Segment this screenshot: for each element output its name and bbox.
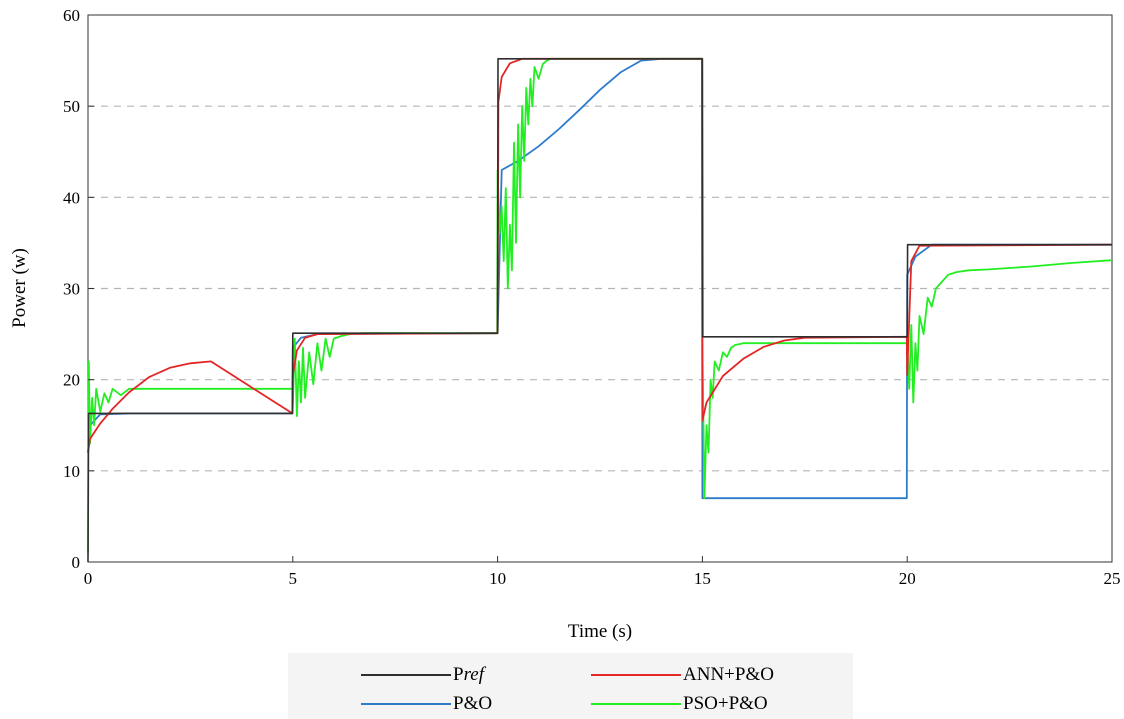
series-line-pso-p-o (87, 57, 1113, 553)
legend-item-ann: ANN+P&O (591, 661, 774, 689)
series-layer (87, 57, 1113, 563)
legend-swatch-pso (591, 703, 681, 705)
y-tick-label: 60 (63, 6, 80, 25)
x-axis-label: Time (s) (568, 621, 632, 642)
y-tick-label: 50 (63, 97, 80, 116)
x-tick-label: 25 (1104, 569, 1121, 588)
y-tick-label: 40 (63, 188, 80, 207)
legend-label-pref: Pref (453, 664, 484, 685)
legend-item-pref: Pref (361, 661, 484, 689)
x-tick-label: 20 (899, 569, 916, 588)
legend-item-po: P&O (361, 690, 492, 718)
series-line-ann-p-o (87, 57, 1113, 453)
y-axis-label: Power (w) (9, 248, 30, 328)
x-tick-label: 15 (694, 569, 711, 588)
series-line-pref (87, 58, 1112, 563)
legend-swatch-po (361, 703, 451, 705)
x-tick-label: 5 (289, 569, 298, 588)
y-tick-label: 0 (72, 553, 81, 572)
legend: Pref ANN+P&O P&O PSO+P&O (288, 653, 853, 719)
x-tick-label: 10 (489, 569, 506, 588)
legend-swatch-ann (591, 674, 681, 676)
y-tick-label: 10 (63, 462, 80, 481)
y-tick-label: 30 (63, 280, 80, 299)
y-tick-label: 20 (63, 371, 80, 390)
grid-lines (88, 105, 1112, 472)
legend-label-po: P&O (453, 693, 493, 714)
x-tick-label: 0 (84, 569, 93, 588)
legend-swatch-pref (361, 674, 451, 676)
legend-label-ann: ANN+P&O (683, 664, 774, 685)
axis-ticks: 0 5 10 15 20 25 0 10 20 30 40 50 60 (63, 6, 1121, 588)
legend-label-pso: PSO+P&O (683, 693, 768, 714)
legend-item-pso: PSO+P&O (591, 690, 768, 718)
